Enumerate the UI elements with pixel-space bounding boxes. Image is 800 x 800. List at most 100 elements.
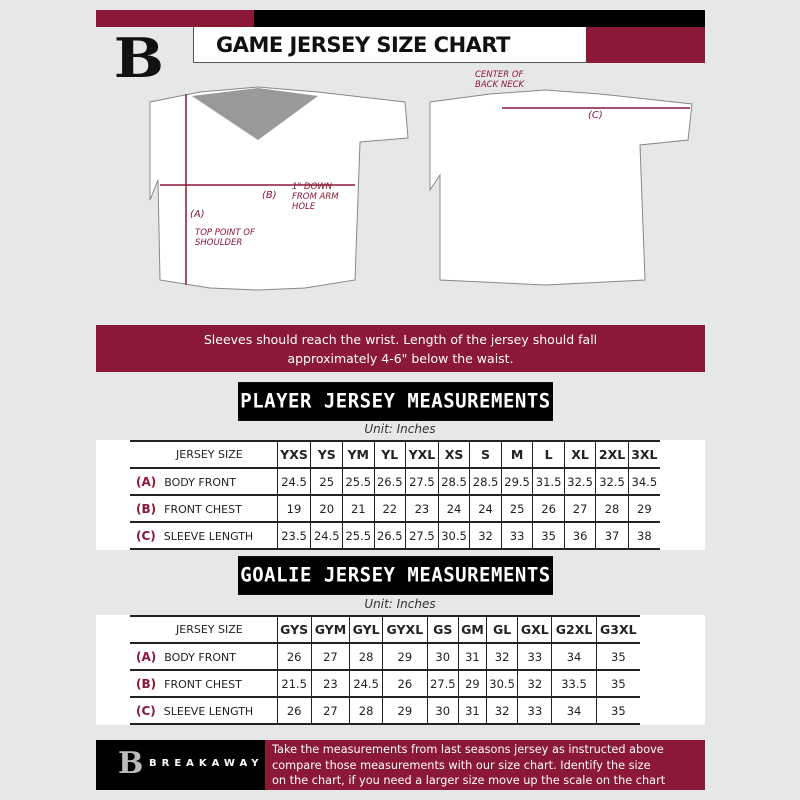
table-cell: 26.5 [373, 522, 406, 550]
table-cell: 34 [551, 643, 597, 671]
notice-line-1: Sleeves should reach the wrist. Length o… [203, 332, 598, 347]
table-cell: 35 [595, 670, 640, 698]
table-cell: 32.5 [595, 468, 629, 496]
table-cell: 26 [532, 495, 565, 523]
top-bar-maroon [96, 10, 254, 27]
size-3xl: 3XL [627, 440, 660, 469]
table-cell: 32 [517, 670, 552, 698]
table-cell: 27.5 [405, 522, 439, 550]
table-row: (B) FRONT CHEST 19 20 21 22 23 24 24 25 26 27 28 29 [130, 495, 660, 523]
label-a: (A) [190, 209, 205, 220]
row-label: FRONT CHEST [164, 677, 242, 691]
size-g2xl: G2XL [551, 615, 597, 644]
size-l: L [532, 440, 565, 469]
row-code: (B) [136, 501, 157, 516]
jersey-diagram [149, 86, 693, 291]
table-row: (C) SLEEVE LENGTH 26 27 28 29 30 31 32 33 34 35 [130, 697, 640, 725]
footer-logo: B [118, 746, 144, 781]
size-xl: XL [563, 440, 596, 469]
table-cell: 21 [342, 495, 375, 523]
size-yl: YL [373, 440, 406, 469]
table-cell: 24.5 [310, 522, 343, 550]
table-cell: 32 [469, 522, 502, 550]
table-cell: 34 [551, 697, 597, 725]
size-g3xl: G3XL [595, 615, 640, 644]
table-cell: 32 [485, 697, 518, 725]
size-gys: GYS [276, 615, 312, 644]
goalie-heading: GOALIE JERSEY MEASUREMENTS [238, 556, 553, 595]
table-cell: 29 [382, 643, 428, 671]
table-cell: 29.5 [500, 468, 533, 496]
table-cell: 28 [349, 643, 383, 671]
row-label: BODY FRONT [164, 650, 236, 664]
row-label: SLEEVE LENGTH [163, 704, 254, 718]
footer-brand-name: BREAKAWAY [149, 758, 264, 769]
table-cell: 31 [457, 697, 487, 725]
footer-line-1: Take the measurements from last seasons … [272, 743, 664, 756]
row-code: (B) [136, 676, 157, 691]
table-row: (A) BODY FRONT 26 27 28 29 30 31 32 33 34 35 [130, 643, 640, 671]
table-cell: 32 [485, 643, 518, 671]
table-cell: 33 [517, 697, 552, 725]
size-2xl: 2XL [595, 440, 629, 469]
sizing-notice: Sleeves should reach the wrist. Length o… [96, 325, 705, 372]
row-code: (A) [136, 474, 157, 489]
table-cell: 28.5 [469, 468, 502, 496]
table-cell: 33 [500, 522, 533, 550]
table-cell: 25.5 [342, 522, 375, 550]
label-b: (B) [262, 190, 277, 201]
table-cell: 28.5 [437, 468, 470, 496]
table-cell: 23.5 [276, 522, 311, 550]
title-accent [586, 27, 705, 63]
table-cell: 26 [382, 670, 428, 698]
table-row: (B) FRONT CHEST 21.5 23 24.5 26 27.5 29 30.5 32 33… [130, 670, 640, 698]
table-cell: 19 [276, 495, 311, 523]
size-gm: GM [457, 615, 487, 644]
size-header-row: JERSEY SIZE YXS YS YM YL YXL XS S M L XL 2XL 3XL [130, 440, 660, 469]
label-a-desc: TOP POINT OF SHOULDER [195, 228, 255, 248]
table-cell: 24 [437, 495, 470, 523]
size-header: JERSEY SIZE [130, 615, 277, 644]
table-cell: 24.5 [276, 468, 311, 496]
size-gxl: GXL [517, 615, 552, 644]
size-header-row: JERSEY SIZE GYS GYM GYL GYXL GS GM GL GXL G2XL G3X… [130, 615, 640, 644]
row-code: (C) [136, 703, 156, 718]
label-c: (C) [588, 110, 603, 121]
page-title: GAME JERSEY SIZE CHART [193, 27, 586, 63]
table-cell: 33 [517, 643, 552, 671]
table-cell: 30.5 [485, 670, 518, 698]
footer-instructions: Take the measurements from last seasons … [265, 740, 705, 790]
size-m: M [500, 440, 533, 469]
table-cell: 30 [426, 697, 459, 725]
table-cell: 22 [373, 495, 406, 523]
top-bar-black [254, 10, 705, 27]
brand-logo: B [113, 26, 164, 90]
table-cell: 31 [457, 643, 487, 671]
table-cell: 27 [310, 643, 350, 671]
size-gym: GYM [310, 615, 350, 644]
size-gyl: GYL [349, 615, 383, 644]
table-row: (A) BODY FRONT 24.5 25 25.5 26.5 27.5 28.5 28.5 2… [130, 468, 660, 496]
table-cell: 34.5 [627, 468, 660, 496]
size-gl: GL [485, 615, 518, 644]
goalie-table: JERSEY SIZE GYS GYM GYL GYXL GS GM GL GXL G2XL G3X… [130, 615, 640, 725]
table-cell: 30.5 [437, 522, 470, 550]
label-c-desc: CENTER OF BACK NECK [475, 70, 525, 90]
table-cell: 35 [532, 522, 565, 550]
player-heading: PLAYER JERSEY MEASUREMENTS [238, 382, 553, 421]
size-ys: YS [310, 440, 343, 469]
table-cell: 36 [563, 522, 596, 550]
table-cell: 23 [310, 670, 350, 698]
table-cell: 23 [405, 495, 439, 523]
table-cell: 31.5 [532, 468, 565, 496]
table-cell: 30 [426, 643, 459, 671]
size-xs: XS [437, 440, 470, 469]
player-unit: Unit: Inches [364, 422, 436, 436]
table-cell: 27.5 [426, 670, 459, 698]
table-cell: 27.5 [405, 468, 439, 496]
row-label: BODY FRONT [164, 475, 236, 489]
table-cell: 37 [595, 522, 629, 550]
size-ym: YM [342, 440, 375, 469]
size-header: JERSEY SIZE [130, 440, 277, 469]
table-cell: 25 [310, 468, 343, 496]
